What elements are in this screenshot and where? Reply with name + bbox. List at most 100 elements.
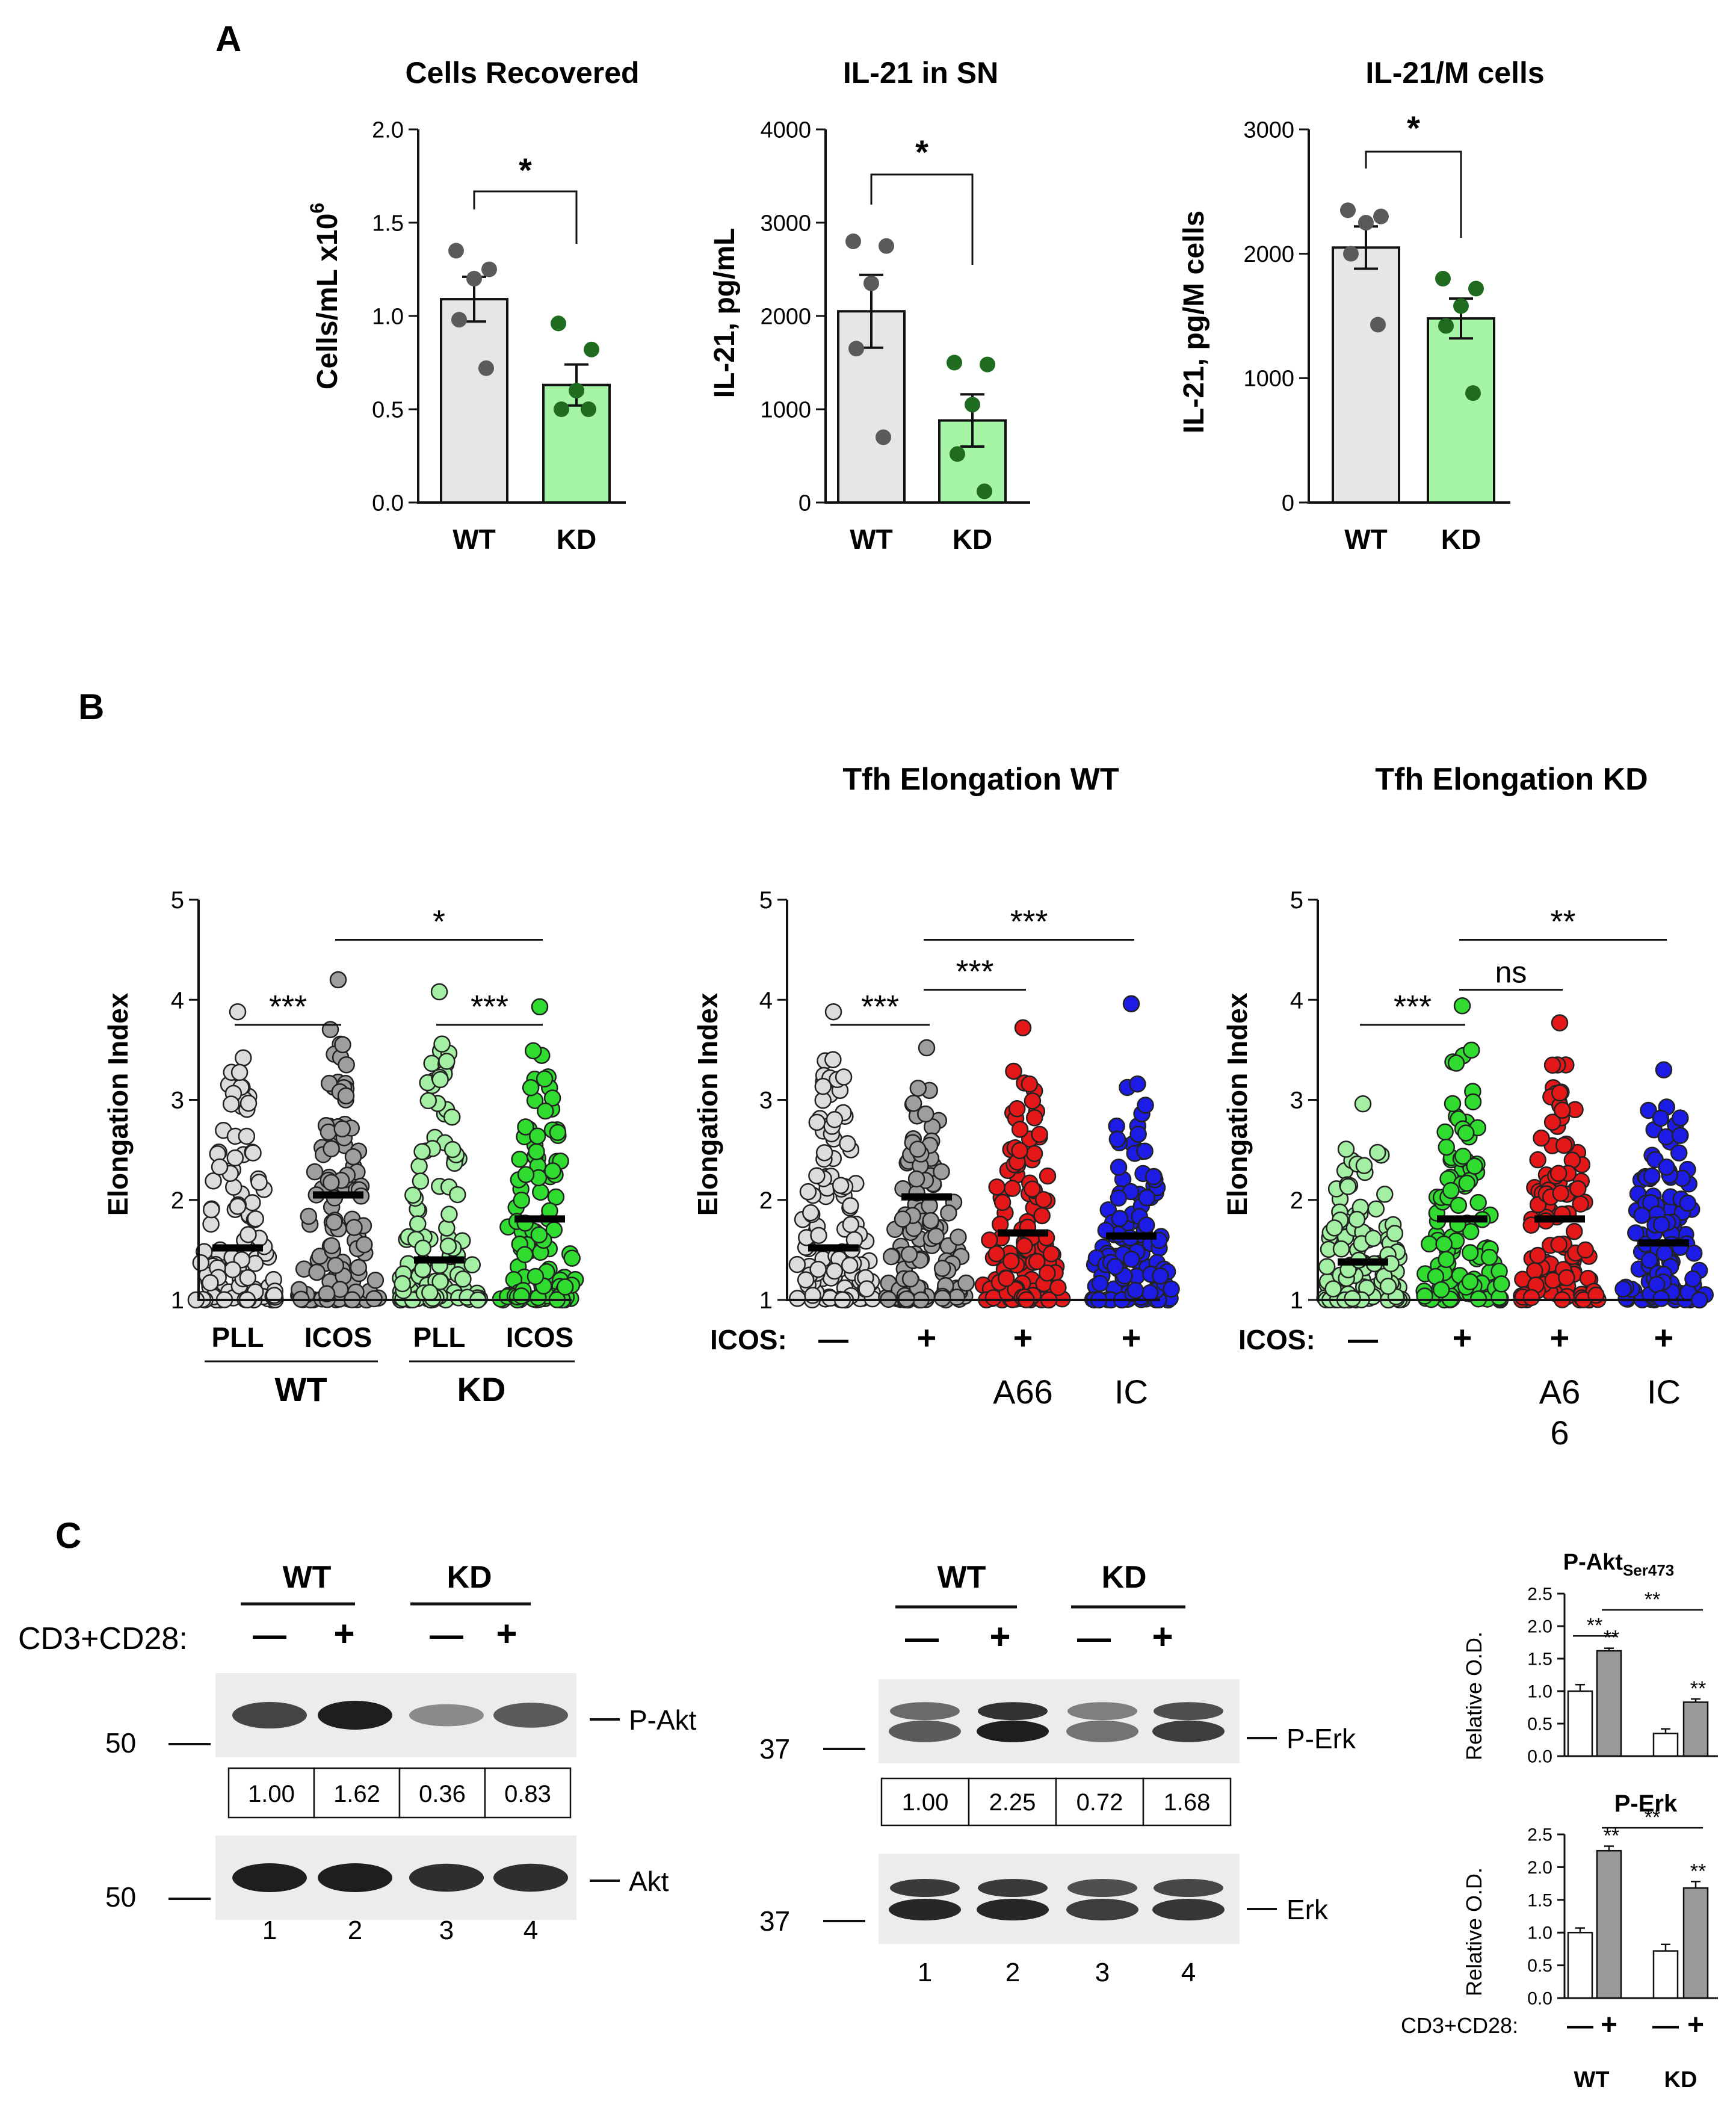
data-point — [1558, 1269, 1575, 1287]
y-axis-label: IL-21, pg/mL — [709, 228, 741, 398]
data-point — [522, 1078, 540, 1097]
data-point — [202, 1215, 220, 1233]
data-point — [826, 1111, 844, 1128]
data-point — [1652, 1109, 1670, 1127]
data-point — [957, 1274, 975, 1292]
y-axis-ticks: 0.0 0.5 1.0 1.5 2.0 2.5 — [1527, 1585, 1565, 1767]
y-tick-label: 2.0 — [372, 117, 404, 143]
data-point — [1369, 1143, 1386, 1162]
data-point — [1552, 1184, 1570, 1202]
stim-value: + — [496, 1614, 517, 1654]
y-tick-label: 4000 — [760, 117, 811, 143]
data-point — [412, 1172, 430, 1190]
comparisons: *** ns ** — [1360, 904, 1667, 1026]
data-point — [940, 1204, 957, 1222]
x-tick-label: + — [1550, 1319, 1570, 1357]
data-point — [1549, 1165, 1568, 1182]
bar — [1596, 1849, 1622, 1999]
data-point — [901, 1270, 919, 1288]
data-point — [824, 1051, 842, 1068]
data-point — [1373, 208, 1389, 224]
y-axis-label: Elongation Index — [692, 992, 723, 1216]
data-point — [531, 998, 549, 1016]
panel-label-a: A — [215, 19, 241, 59]
quant-cell — [398, 1767, 486, 1819]
data-point — [1144, 1168, 1163, 1186]
mw-marker: 37 — [759, 1733, 790, 1765]
icos-label: ICOS: — [1238, 1324, 1315, 1355]
y-tick-label: 3000 — [760, 211, 811, 236]
data-point — [1529, 1151, 1546, 1169]
data-point — [513, 1191, 531, 1209]
data-point — [802, 1204, 820, 1222]
data-point — [1021, 1075, 1039, 1093]
data-point — [1122, 995, 1140, 1013]
data-point — [1337, 1140, 1355, 1158]
comparison-label: ** — [1645, 1588, 1660, 1611]
data-point — [1670, 1144, 1688, 1162]
group-label: KD — [446, 1560, 492, 1595]
quant-cell — [968, 1777, 1057, 1827]
band — [409, 1704, 484, 1727]
significance-bracket — [870, 173, 974, 265]
data-point — [1466, 1157, 1483, 1175]
quant-cell — [484, 1767, 572, 1819]
data-point — [981, 1231, 998, 1249]
x-tick-label: KD — [557, 524, 596, 555]
data-point — [835, 1068, 853, 1086]
y-tick-label: 1000 — [1243, 367, 1294, 392]
bar-significance: ** — [1690, 1677, 1706, 1700]
comparison-label: ** — [1645, 1806, 1660, 1829]
y-tick-label: 1000 — [760, 397, 811, 422]
y-axis-ticks: 1 2 3 4 5 — [171, 887, 199, 1314]
chart-title: IL-21 in SN — [843, 56, 998, 90]
data-point — [1453, 298, 1469, 314]
lane-number: 4 — [1181, 1958, 1196, 1987]
blot-image-erk — [879, 1854, 1240, 1944]
data-point — [1457, 1124, 1475, 1142]
data-point — [1136, 1142, 1154, 1160]
mw-marker: 37 — [759, 1905, 790, 1937]
data-point — [1344, 1290, 1361, 1307]
data-point — [449, 1186, 466, 1204]
data-point — [826, 1262, 844, 1280]
data-point — [513, 1287, 530, 1305]
significance-bracket — [473, 190, 578, 244]
y-axis-label: Elongation Index — [1222, 992, 1253, 1216]
plot-area — [788, 995, 1180, 1309]
data-point — [1468, 280, 1484, 297]
data-point — [934, 1289, 951, 1307]
data-point — [524, 1042, 542, 1060]
y-tick-label: 2 — [171, 1187, 184, 1214]
data-point — [323, 1140, 340, 1158]
data-point — [433, 1035, 451, 1053]
band — [1152, 1720, 1225, 1742]
data-point — [879, 238, 894, 254]
chart-il21-m-cells: IL-21/M cells IL-21, pg/M cells 0 1000 200… — [1178, 56, 1545, 555]
bar-significance: ** — [1690, 1860, 1706, 1883]
lane-number: 1 — [918, 1958, 932, 1987]
y-tick-label: 4 — [1290, 987, 1303, 1013]
data-point — [1005, 1062, 1022, 1080]
data-point — [454, 1270, 472, 1288]
data-point — [463, 1256, 481, 1273]
data-point — [842, 1197, 859, 1214]
data-point — [977, 483, 992, 500]
data-point — [1107, 1258, 1124, 1275]
stim-value: — — [1077, 1618, 1111, 1656]
comparison-label: *** — [471, 989, 508, 1025]
data-point — [229, 1198, 247, 1215]
x-tick-label: WT — [850, 524, 893, 555]
quant-value: 1.00 — [902, 1789, 949, 1816]
bar — [1652, 1732, 1679, 1757]
plot-area: ******** — [1567, 1588, 1709, 1757]
y-axis-ticks: 0.0 0.5 1.0 1.5 2.0 — [372, 117, 418, 516]
band — [1067, 1879, 1137, 1897]
quant-value: 1.62 — [333, 1781, 380, 1807]
data-point — [848, 341, 864, 357]
data-point — [1658, 1159, 1675, 1176]
band — [318, 1863, 392, 1892]
data-point — [300, 1207, 318, 1225]
quant-row: 1.00 2.25 0.72 1.68 — [880, 1777, 1232, 1827]
comparisons: *** *** *** — [830, 904, 1134, 1026]
